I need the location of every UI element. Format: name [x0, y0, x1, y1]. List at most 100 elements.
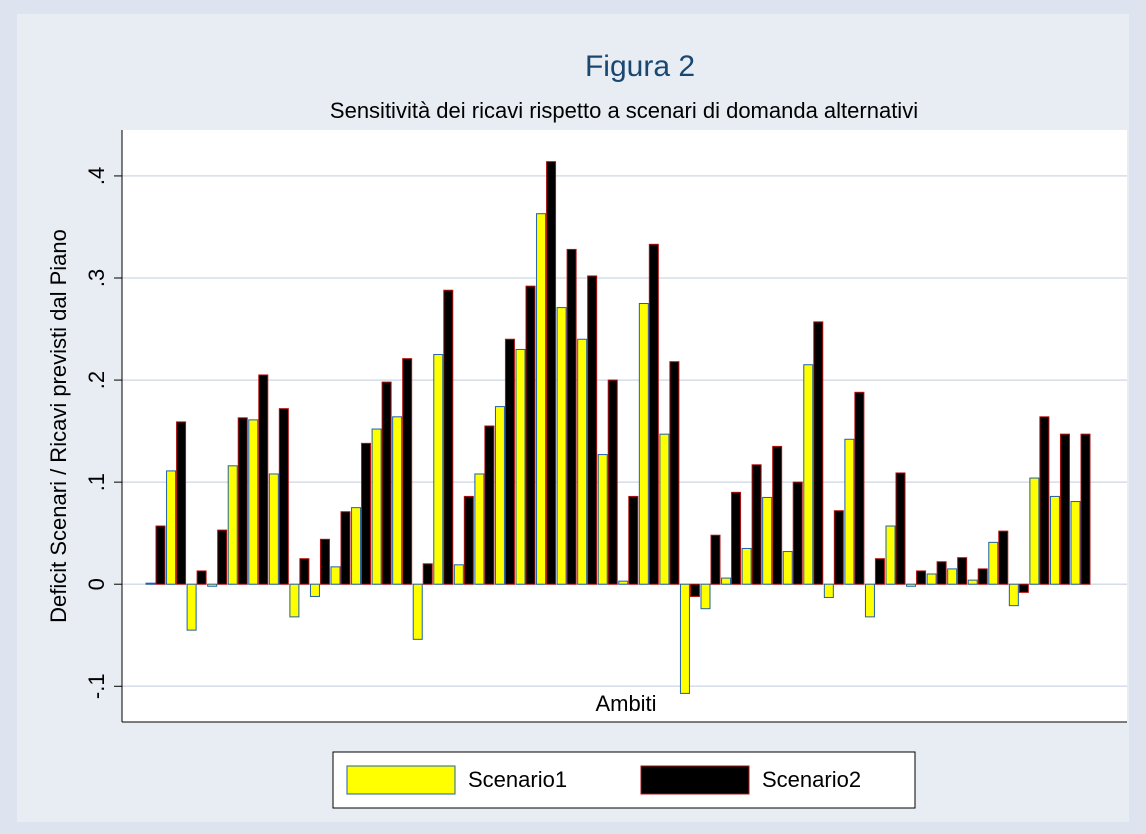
bar — [248, 419, 259, 585]
bar — [751, 464, 762, 585]
bar — [988, 541, 999, 585]
bar — [392, 416, 403, 585]
bar — [278, 408, 289, 585]
chart-title: Figura 2 — [585, 50, 695, 83]
bar — [659, 433, 670, 585]
bar — [762, 496, 773, 585]
bar — [916, 570, 927, 585]
bar — [1008, 583, 1019, 607]
bar — [874, 558, 885, 585]
bar — [1029, 477, 1040, 585]
legend-label: Scenario1 — [468, 767, 567, 792]
bar — [494, 406, 505, 585]
bar — [689, 583, 700, 597]
plot-area — [122, 130, 1127, 722]
bar — [895, 472, 906, 585]
bar — [1059, 433, 1070, 585]
bar — [854, 391, 865, 585]
bar — [319, 538, 330, 585]
bar — [587, 275, 598, 585]
bar — [1049, 495, 1060, 585]
bar — [792, 481, 803, 585]
bar — [813, 321, 824, 585]
bar — [515, 348, 526, 585]
bar — [721, 577, 732, 585]
y-tick-label: .1 — [84, 473, 109, 491]
bar — [998, 530, 1009, 585]
bar — [710, 534, 721, 585]
bar — [463, 495, 474, 585]
bar — [155, 525, 166, 585]
bar — [700, 583, 711, 610]
bar — [207, 583, 218, 587]
bar — [577, 338, 588, 585]
bar — [309, 583, 320, 597]
bar — [844, 438, 855, 585]
bar — [351, 507, 362, 585]
bar — [412, 583, 423, 640]
bar — [422, 563, 433, 585]
bar — [196, 570, 207, 585]
bar — [1039, 416, 1050, 585]
bar — [258, 374, 269, 585]
bar — [885, 525, 896, 585]
bar — [977, 568, 988, 585]
bar — [936, 561, 947, 585]
y-tick-label: -.1 — [84, 673, 109, 699]
bar — [433, 354, 444, 585]
bar — [340, 511, 351, 585]
bar — [803, 364, 814, 585]
bar — [237, 417, 248, 585]
bar — [731, 491, 742, 585]
bar — [536, 213, 547, 585]
bar — [967, 579, 978, 585]
legend-swatch — [640, 765, 750, 795]
bar — [484, 425, 495, 585]
bar — [145, 582, 156, 585]
chart-subtitle: Sensitività dei ricavi rispetto a scenar… — [330, 98, 918, 123]
bar — [648, 243, 659, 585]
bar — [474, 473, 485, 585]
bar — [772, 445, 783, 585]
bar — [443, 289, 454, 585]
bar — [381, 381, 392, 585]
bar — [546, 161, 557, 585]
bar — [947, 568, 958, 585]
bar — [186, 583, 197, 631]
bar — [330, 566, 341, 585]
bar — [176, 421, 187, 585]
bar — [782, 551, 793, 585]
bar — [268, 473, 279, 585]
bar — [833, 510, 844, 585]
bar — [741, 547, 752, 585]
bar — [638, 303, 649, 585]
y-tick-label: 0 — [84, 578, 109, 590]
bar — [926, 573, 937, 585]
y-tick-label: .3 — [84, 269, 109, 287]
bar — [628, 495, 639, 585]
bar — [166, 470, 177, 585]
bar — [556, 307, 567, 585]
legend-swatch — [346, 765, 456, 795]
bar — [566, 248, 577, 585]
bar — [957, 557, 968, 585]
y-tick-label: .2 — [84, 371, 109, 389]
x-axis-title: Ambiti — [595, 691, 656, 716]
bar — [361, 442, 372, 585]
bar — [402, 358, 413, 585]
bar — [864, 583, 875, 618]
bar — [525, 285, 536, 585]
bar — [906, 583, 917, 587]
bar — [504, 338, 515, 585]
bar — [679, 583, 690, 694]
bar — [299, 558, 310, 585]
bar — [618, 580, 629, 585]
bar — [371, 428, 382, 585]
bar — [1018, 583, 1029, 593]
bar — [669, 361, 680, 585]
y-tick-label: .4 — [84, 167, 109, 185]
bar — [823, 583, 834, 598]
bar — [217, 529, 228, 585]
bar — [607, 379, 618, 585]
